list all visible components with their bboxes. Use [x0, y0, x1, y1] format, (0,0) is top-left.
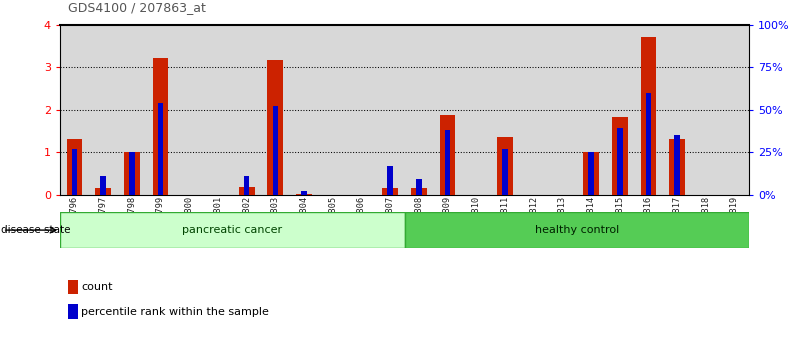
Bar — [301, 191, 307, 195]
Text: healthy control: healthy control — [534, 225, 619, 235]
Bar — [405, 25, 433, 195]
Bar — [583, 152, 599, 195]
Bar — [662, 25, 691, 195]
Bar — [670, 139, 685, 195]
Bar — [129, 152, 135, 195]
Bar — [376, 25, 405, 195]
Bar — [497, 137, 513, 195]
Bar — [440, 115, 456, 195]
Bar — [95, 188, 111, 195]
Bar — [71, 149, 77, 195]
Bar — [244, 176, 249, 195]
Bar — [612, 118, 628, 195]
Bar — [89, 25, 118, 195]
FancyBboxPatch shape — [60, 212, 405, 248]
Bar — [462, 25, 490, 195]
Bar — [66, 139, 83, 195]
Bar — [158, 103, 163, 195]
Bar — [445, 130, 450, 195]
Bar — [60, 25, 89, 195]
Bar — [232, 25, 261, 195]
Bar — [502, 149, 508, 195]
Bar — [296, 194, 312, 195]
Bar — [175, 25, 203, 195]
Bar — [261, 25, 290, 195]
Bar — [146, 25, 175, 195]
Bar — [411, 188, 427, 195]
Bar — [548, 25, 577, 195]
Bar — [720, 25, 749, 195]
Bar — [490, 25, 519, 195]
Bar — [272, 106, 278, 195]
Bar — [433, 25, 462, 195]
Text: GDS4100 / 207863_at: GDS4100 / 207863_at — [68, 1, 206, 14]
Bar — [674, 135, 680, 195]
Bar — [617, 129, 622, 195]
Bar — [382, 188, 398, 195]
Text: disease state: disease state — [1, 225, 70, 235]
Bar — [577, 25, 606, 195]
Bar — [519, 25, 548, 195]
Bar — [124, 152, 139, 195]
Bar — [203, 25, 232, 195]
Text: pancreatic cancer: pancreatic cancer — [183, 225, 283, 235]
Bar — [347, 25, 376, 195]
Bar — [100, 176, 106, 195]
Bar — [641, 37, 656, 195]
Bar — [268, 59, 284, 195]
FancyBboxPatch shape — [405, 212, 749, 248]
Bar — [388, 166, 393, 195]
Bar — [318, 25, 347, 195]
Bar — [118, 25, 146, 195]
Bar — [153, 58, 168, 195]
Bar — [634, 25, 662, 195]
Text: count: count — [81, 282, 112, 292]
Bar — [290, 25, 318, 195]
Bar — [646, 93, 651, 195]
Bar — [416, 179, 421, 195]
Text: percentile rank within the sample: percentile rank within the sample — [81, 307, 269, 316]
Bar — [691, 25, 720, 195]
Bar — [606, 25, 634, 195]
Bar — [588, 152, 594, 195]
Bar — [239, 187, 255, 195]
